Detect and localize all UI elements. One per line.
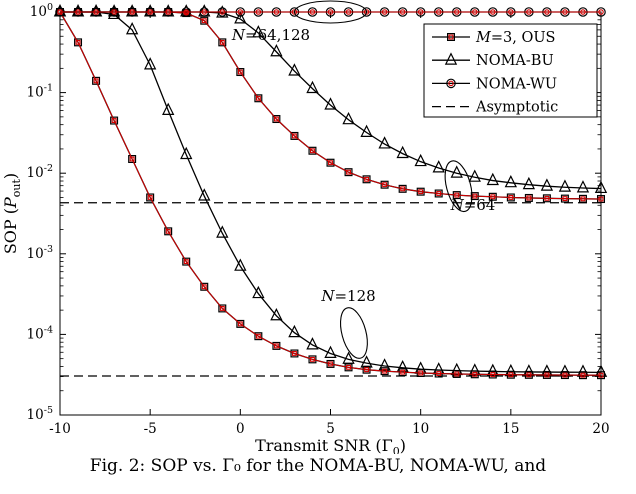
annotation-label: N=128 bbox=[320, 287, 375, 305]
series-circle-4 bbox=[55, 7, 606, 17]
y-tick-label: 10-3 bbox=[27, 244, 53, 262]
x-tick-label: -10 bbox=[49, 421, 71, 437]
legend-label: NOMA-WU bbox=[476, 76, 557, 92]
x-tick-label: 0 bbox=[236, 421, 245, 437]
sop-vs-snr-chart: -10 -5 0 5 10 15 20 100 10-1 10-2 10-3 10-4 10-5 Tran… bbox=[1, 0, 610, 454]
series-square-3 bbox=[55, 8, 605, 380]
y-tick-label: 10-1 bbox=[27, 83, 53, 101]
x-axis-label: Transmit SNR (Γ0) bbox=[255, 436, 406, 454]
annotation-ellipse bbox=[293, 0, 368, 24]
x-tick-label: 20 bbox=[592, 421, 609, 437]
y-axis-label: SOP (Pout) bbox=[1, 173, 23, 254]
x-tick-label: 15 bbox=[502, 421, 519, 437]
y-tick-label: 10-5 bbox=[27, 405, 53, 423]
annotation-label: N=64 bbox=[450, 196, 496, 214]
annotations: N=64,128 N=64 N=128 bbox=[231, 0, 496, 359]
y-tick-label: 10-4 bbox=[27, 324, 53, 342]
x-tick-label: 5 bbox=[326, 421, 335, 437]
legend-label: M=3, OUS bbox=[475, 30, 556, 46]
x-tick-label: 10 bbox=[412, 421, 429, 437]
annotation-ellipse bbox=[339, 307, 368, 359]
y-tick-label: 10-2 bbox=[27, 163, 53, 181]
legend-label: Asymptotic bbox=[475, 100, 558, 116]
figure-caption: Fig. 2: SOP vs. Γ₀ for the NOMA-BU, NOMA… bbox=[89, 456, 547, 476]
legend: M=3, OUS NOMA-BU NOMA-WU Asymptotic bbox=[423, 23, 598, 118]
annotation-label: N=64,128 bbox=[231, 26, 310, 44]
legend-label: NOMA-BU bbox=[476, 53, 554, 69]
y-tick-label: 100 bbox=[30, 2, 53, 20]
x-tick-label: -5 bbox=[144, 421, 157, 437]
annotation-ellipse bbox=[444, 160, 473, 213]
